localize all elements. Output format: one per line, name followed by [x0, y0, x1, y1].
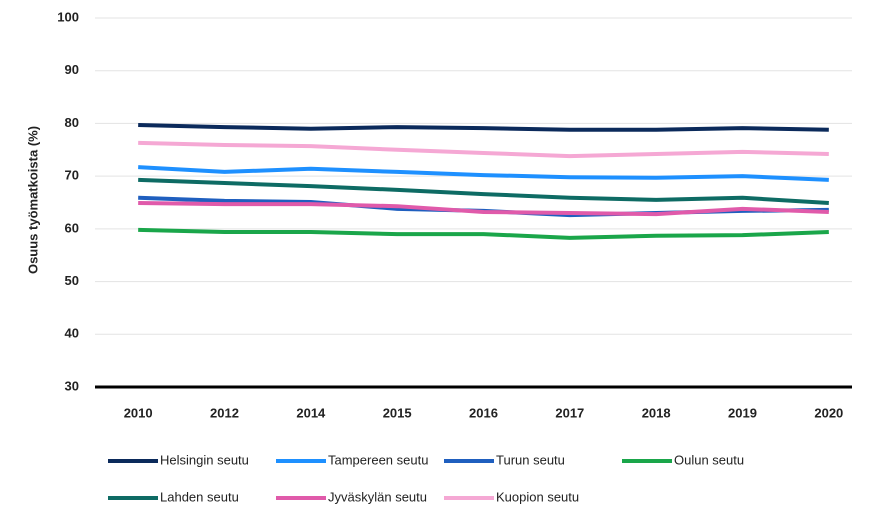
- x-tick-label: 2015: [383, 405, 412, 420]
- legend-label: Lahden seutu: [160, 489, 239, 504]
- x-tick-label: 2010: [124, 405, 153, 420]
- y-tick-label: 30: [65, 378, 79, 393]
- y-tick-label: 70: [65, 168, 79, 183]
- x-tick-label: 2016: [469, 405, 498, 420]
- series-line: [138, 165, 829, 182]
- y-tick-label: 80: [65, 115, 79, 130]
- x-tick-label: 2012: [210, 405, 239, 420]
- series-line: [138, 227, 829, 240]
- y-tick-label: 90: [65, 62, 79, 77]
- y-tick-label: 60: [65, 220, 79, 235]
- y-axis-label: Osuus työmatkoista (%): [25, 126, 40, 274]
- series-line: [138, 201, 829, 217]
- legend-label: Tampereen seutu: [328, 452, 428, 467]
- legend-label: Jyväskylän seutu: [328, 489, 427, 504]
- legend-label: Oulun seutu: [674, 452, 744, 467]
- x-tick-label: 2014: [296, 405, 326, 420]
- series-line: [138, 140, 829, 159]
- legend-label: Turun seutu: [496, 452, 565, 467]
- x-tick-label: 2018: [642, 405, 671, 420]
- x-tick-label: 2017: [555, 405, 584, 420]
- legend-label: Helsingin seutu: [160, 452, 249, 467]
- legend-label: Kuopion seutu: [496, 489, 579, 504]
- x-tick-label: 2019: [728, 405, 757, 420]
- series-line: [138, 123, 829, 132]
- series-line: [138, 177, 829, 206]
- y-tick-label: 50: [65, 273, 79, 288]
- x-tick-label: 2020: [814, 405, 843, 420]
- y-tick-label: 40: [65, 326, 79, 341]
- y-tick-label: 100: [57, 9, 79, 24]
